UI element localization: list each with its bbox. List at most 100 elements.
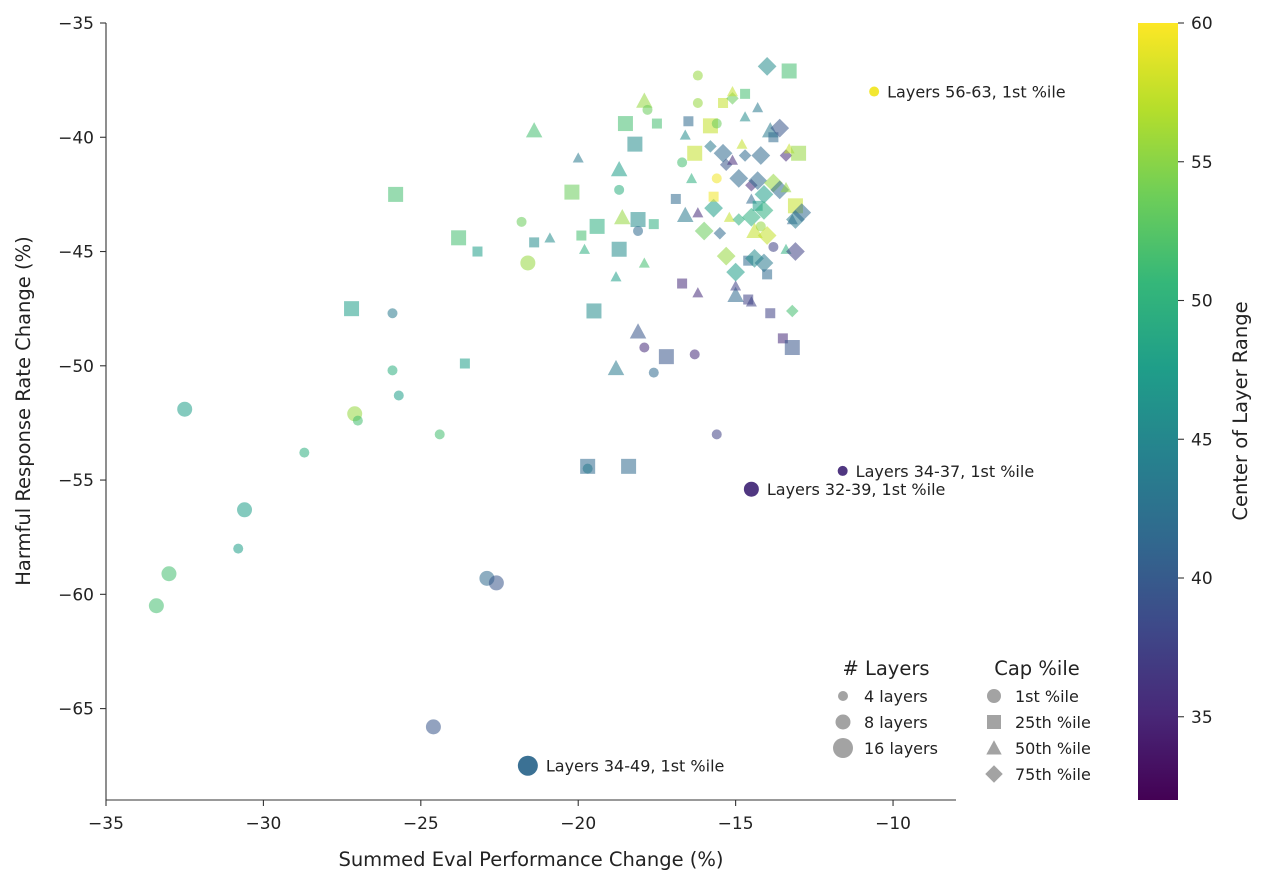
data-point-diamond [713,226,727,240]
legend-layers-label: 16 layers [864,739,938,758]
colorbar-tick-label: 50 [1191,292,1213,312]
legend-cap-label: 50th %ile [1015,739,1091,758]
data-point-square [564,184,580,200]
data-point-circle [677,157,688,168]
data-point-triangle [544,232,556,243]
legend-cap-label: 25th %ile [1015,713,1091,732]
data-point-triangle [723,211,735,222]
data-point-diamond [694,221,714,241]
data-point-square [781,63,797,79]
data-point-diamond [726,262,746,282]
data-point-triangle [692,287,704,298]
data-point-square [651,118,662,129]
data-point-triangle [629,323,647,339]
x-tick-label: −30 [245,814,281,834]
y-tick-label: −60 [58,585,94,605]
x-axis-label: Summed Eval Performance Change (%) [338,848,723,871]
data-point-triangle [780,182,792,193]
legend-layers-marker [833,738,853,758]
data-point-square [459,358,470,369]
data-point-square [658,349,674,365]
colorbar-label: Center of Layer Range [1229,301,1252,520]
data-point-circle [393,390,404,401]
data-point-square [611,241,627,257]
data-point-square [768,132,779,143]
data-point-circle [692,70,703,81]
x-tick-label: −20 [560,814,596,834]
data-point-square [777,333,788,344]
data-point-triangle [745,296,757,307]
data-point-square [630,212,646,228]
annotation-label: Layers 32-39, 1st %ile [767,480,946,499]
data-point-triangle [739,111,751,122]
data-point-diamond [748,171,768,191]
data-point-diamond [754,201,774,220]
data-point-square [708,191,719,202]
data-point-triangle [727,286,744,302]
x-tick-label: −10 [875,814,911,834]
y-axis-label: Harmful Response Rate Change (%) [12,236,35,586]
data-point-circle [642,104,653,115]
data-point-circle [633,225,644,236]
data-point-square [589,218,605,234]
data-point-circle [711,173,722,184]
data-point-square [451,230,467,246]
data-point-circle [614,184,625,195]
data-point-square [648,219,659,230]
x-tick-label: −25 [403,814,439,834]
data-point-square [344,301,360,317]
data-point-circle [425,719,441,735]
colorbar-tick-label: 60 [1191,14,1213,34]
data-point-circle [516,216,527,227]
annotated-point [743,481,759,497]
data-point-circle [711,118,722,129]
legend-layers: # Layers 4 layers 8 layers 16 layers [833,657,938,758]
data-point-square [765,308,776,319]
data-point-circle [177,401,193,417]
plot-axes [105,23,956,801]
data-point-square [617,116,633,132]
data-point-diamond [786,242,805,261]
y-ticks: −35 −40 −45 −50 −55 −60 −65 [58,14,106,720]
colorbar-tick-label: 45 [1191,430,1213,450]
data-point-triangle [638,257,650,268]
data-point-square [683,116,694,127]
x-ticks: −35 −30 −25 −20 −15 −10 [88,800,911,834]
data-point-square [718,97,729,108]
annotated-point [837,465,848,476]
data-point-square [586,303,602,319]
data-point-triangle [726,86,738,97]
data-point-diamond [754,185,774,204]
data-point-triangle [572,152,584,163]
data-point-diamond [732,213,746,226]
data-point-triangle [636,92,653,108]
data-point-square [791,145,807,161]
annotation-label: Layers 56-63, 1st %ile [887,83,1066,102]
data-point-square [627,136,643,152]
data-point-diamond [757,226,777,245]
colorbar-tick-label: 35 [1191,708,1213,728]
data-point-triangle [686,172,698,184]
y-tick-label: −65 [58,700,94,720]
data-point-circle [237,502,253,518]
legend-cap-marker [987,689,1001,703]
y-tick-label: −35 [58,14,94,34]
data-point-diamond [786,304,799,318]
data-point-diamond [738,149,752,162]
data-point-diamond [770,118,790,138]
data-point-triangle [525,122,543,138]
data-points [148,57,812,735]
legend-cap-marker [986,740,1002,755]
data-point-triangle [610,161,628,177]
data-point-circle [299,447,310,458]
data-point-triangle [679,129,691,140]
data-point-square [576,230,587,241]
legend-layers-label: 8 layers [864,713,928,732]
data-point-diamond [704,140,717,153]
annotation-label: Layers 34-37, 1st %ile [856,462,1035,481]
colorbar-tick-label: 40 [1191,569,1213,589]
data-point-triangle [607,359,625,376]
legend-layers-marker [835,714,851,730]
data-point-square [752,200,763,211]
